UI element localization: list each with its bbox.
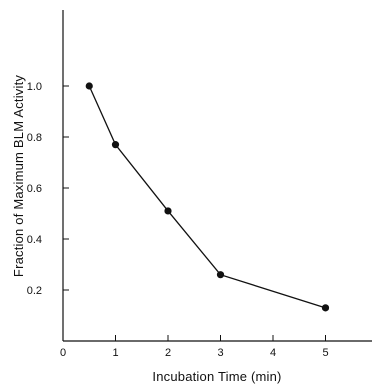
axis-tick-labels: 0 1 2 3 4 5 0.2 0.4 0.6 0.8 1.0 [27,81,329,359]
x-tick-label: 1 [112,347,118,359]
x-axis-title: Incubation Time (min) [152,369,281,384]
series-line [89,86,325,308]
y-tick-label: 1.0 [27,81,42,93]
data-point [217,271,224,278]
y-tick-label: 0.8 [27,132,42,144]
data-point [86,82,93,89]
x-tick-label: 5 [322,347,328,359]
x-tick-label: 4 [270,347,276,359]
data-point [322,304,329,311]
y-tick-label: 0.6 [27,183,42,195]
y-tick-label: 0.4 [27,234,42,246]
series-layer [86,82,329,311]
x-tick-label: 2 [165,347,171,359]
axis-ticks [63,86,326,341]
y-axis-title: Fraction of Maximum BLM Activity [11,75,26,277]
x-tick-label: 0 [60,347,66,359]
plot-frame [63,10,372,341]
x-tick-label: 3 [217,347,223,359]
y-tick-label: 0.2 [27,285,42,297]
data-point [164,207,171,214]
data-point [112,141,119,148]
